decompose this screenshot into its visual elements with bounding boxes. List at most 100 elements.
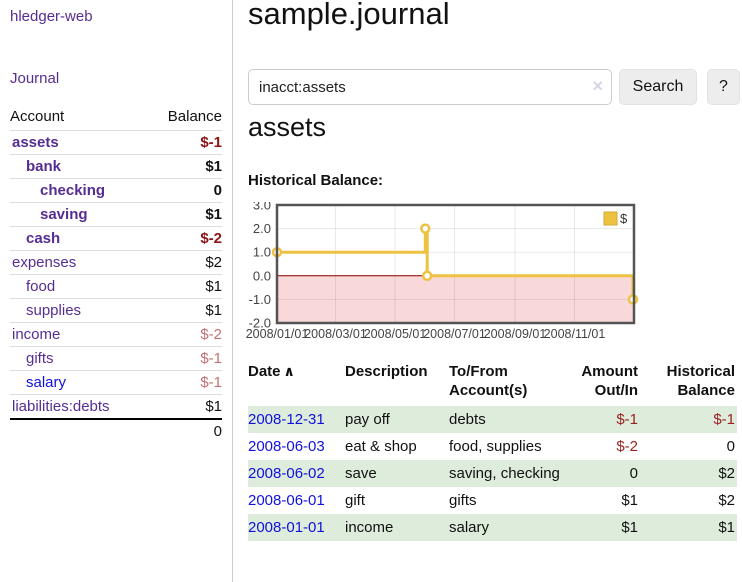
- register-description-cell: income: [345, 519, 394, 536]
- register-header-balance: Historical Balance: [666, 363, 735, 399]
- plot-border: [275, 203, 636, 325]
- account-link-cash[interactable]: cash: [26, 230, 61, 247]
- transaction-date-link[interactable]: 2008-12-31: [248, 411, 325, 428]
- y-axis-tick-label: -2.0: [249, 316, 271, 331]
- search-button[interactable]: Search: [619, 69, 697, 105]
- account-balance: 0: [213, 182, 222, 199]
- account-link-income[interactable]: income: [12, 326, 61, 343]
- account-link-salary[interactable]: salary: [26, 374, 67, 391]
- account-row: saving $1: [10, 202, 222, 226]
- register-date-cell: 2008-12-31: [248, 406, 345, 433]
- register-row: 2008-06-03 eat & shop food, supplies $-2 0: [248, 433, 737, 460]
- register-description-cell: save: [345, 465, 377, 482]
- chart-title: Historical Balance:: [248, 172, 384, 189]
- transaction-date-link[interactable]: 2008-01-01: [248, 519, 325, 536]
- register-description-cell: gift: [345, 492, 366, 509]
- accounts-header-account: Account: [10, 108, 65, 125]
- transaction-date-link[interactable]: 2008-06-01: [248, 492, 325, 509]
- x-axis-tick-label: 2008/11/01: [544, 327, 606, 341]
- account-row: assets $-1: [10, 130, 222, 154]
- register-amount-cell: $1: [621, 492, 638, 509]
- account-link-supplies[interactable]: supplies: [26, 302, 82, 319]
- negative-region: [277, 275, 634, 323]
- account-link-liabilities-debts[interactable]: liabilities:debts: [12, 398, 110, 415]
- clear-search-icon[interactable]: ×: [592, 76, 603, 96]
- register-accounts-cell: debts: [449, 411, 486, 428]
- y-axis-tick-label: 0.0: [253, 268, 271, 283]
- register-description-cell: eat & shop: [345, 438, 417, 455]
- accounts-table: Account Balance assets $-1 bank $1 checking 0…: [10, 104, 222, 443]
- register-balance-cell: $2: [718, 492, 735, 509]
- page-title: sample.journal: [248, 0, 450, 31]
- accounts-rows: assets $-1 bank $1 checking 0 saving $1 cash $-2 e…: [10, 130, 222, 418]
- register-accounts-cell: saving, checking: [449, 465, 560, 482]
- data-point-marker: [420, 223, 431, 234]
- legend-swatch: [603, 211, 618, 226]
- app-title-link[interactable]: hledger-web: [10, 8, 93, 25]
- account-link-expenses[interactable]: expenses: [12, 254, 77, 271]
- register-date-cell: 2008-01-01: [248, 514, 345, 541]
- account-row: cash $-2: [10, 226, 222, 250]
- register-accounts-cell: salary: [449, 519, 490, 536]
- account-balance: $-2: [200, 230, 222, 247]
- historical-balance-chart: $3.0 2.0 1.0 0.0 -1.0 -2.02008/01/012008/03/0…: [246, 202, 639, 341]
- account-link-bank[interactable]: bank: [26, 158, 62, 175]
- x-axis-tick-label: 2008/05/01: [364, 327, 427, 341]
- account-balance: $-1: [200, 350, 222, 367]
- register-header-date[interactable]: Date ∧: [248, 363, 295, 380]
- transaction-date-link[interactable]: 2008-06-03: [248, 438, 325, 455]
- account-row: food $1: [10, 274, 222, 298]
- account-row: bank $1: [10, 154, 222, 178]
- data-point-marker: [421, 270, 433, 282]
- x-axis-tick-label: 2008/07/01: [423, 327, 486, 341]
- register-accounts-cell: food, supplies: [449, 438, 542, 455]
- sidebar: hledger-web Journal Account Balance asse…: [0, 0, 233, 582]
- x-axis-tick-label: 2008/09/01: [484, 327, 547, 341]
- register-accounts-cell: gifts: [449, 492, 477, 509]
- search-input-wrap: ×: [248, 69, 612, 105]
- accounts-total-row: 0: [10, 418, 222, 443]
- account-row: gifts $-1: [10, 346, 222, 370]
- account-link-gifts[interactable]: gifts: [26, 350, 54, 367]
- register-header-description: Description: [345, 363, 428, 380]
- search-form: × Search ?: [248, 69, 742, 105]
- account-row: liabilities:debts $1: [10, 394, 222, 418]
- account-balance: $1: [205, 278, 222, 295]
- help-button[interactable]: ?: [707, 69, 740, 105]
- account-row: checking 0: [10, 178, 222, 202]
- search-input[interactable]: [248, 69, 612, 105]
- y-axis-tick-label: 1.0: [253, 245, 271, 260]
- account-link-food[interactable]: food: [26, 278, 56, 295]
- x-axis-tick-label: 2008/03/01: [304, 327, 367, 341]
- account-row: income $-2: [10, 322, 222, 346]
- x-axis-tick-label: 2008/01/01: [246, 327, 309, 341]
- register-header-amount: Amount Out/In: [581, 363, 638, 399]
- account-balance: $2: [205, 254, 222, 271]
- register-amount-cell: $1: [621, 519, 638, 536]
- register-balance-cell: $-1: [713, 411, 735, 428]
- register-row: 2008-06-02 save saving, checking 0 $2: [248, 460, 737, 487]
- register-header-row: Date ∧ Description To/From Account(s) Amou…: [248, 360, 737, 406]
- account-heading: assets: [248, 112, 327, 142]
- account-link-checking[interactable]: checking: [40, 182, 106, 199]
- register-amount-cell: $-1: [616, 411, 638, 428]
- register-header-accounts: To/From Account(s): [449, 363, 528, 399]
- sort-ascending-icon: ∧: [283, 363, 295, 379]
- y-axis-tick-label: 3.0: [253, 202, 271, 213]
- sidebar-item-journal[interactable]: Journal: [10, 70, 60, 87]
- account-link-saving[interactable]: saving: [40, 206, 88, 223]
- transaction-date-link[interactable]: 2008-06-02: [248, 465, 325, 482]
- accounts-table-header: Account Balance: [10, 104, 222, 130]
- register-row: 2008-01-01 income salary $1 $1: [248, 514, 737, 541]
- register-balance-cell: 0: [726, 438, 735, 455]
- account-balance: $-2: [200, 326, 222, 343]
- account-link-assets[interactable]: assets: [12, 134, 59, 151]
- accounts-total-value: 0: [213, 423, 222, 440]
- y-axis-tick-label: -1.0: [249, 292, 271, 307]
- register-date-cell: 2008-06-01: [248, 487, 345, 514]
- register-amount-cell: $-2: [616, 438, 638, 455]
- account-balance: $-1: [200, 134, 222, 151]
- register-balance-cell: $2: [718, 465, 735, 482]
- register-row: 2008-06-01 gift gifts $1 $2: [248, 487, 737, 514]
- y-axis-tick-label: 2.0: [253, 221, 271, 236]
